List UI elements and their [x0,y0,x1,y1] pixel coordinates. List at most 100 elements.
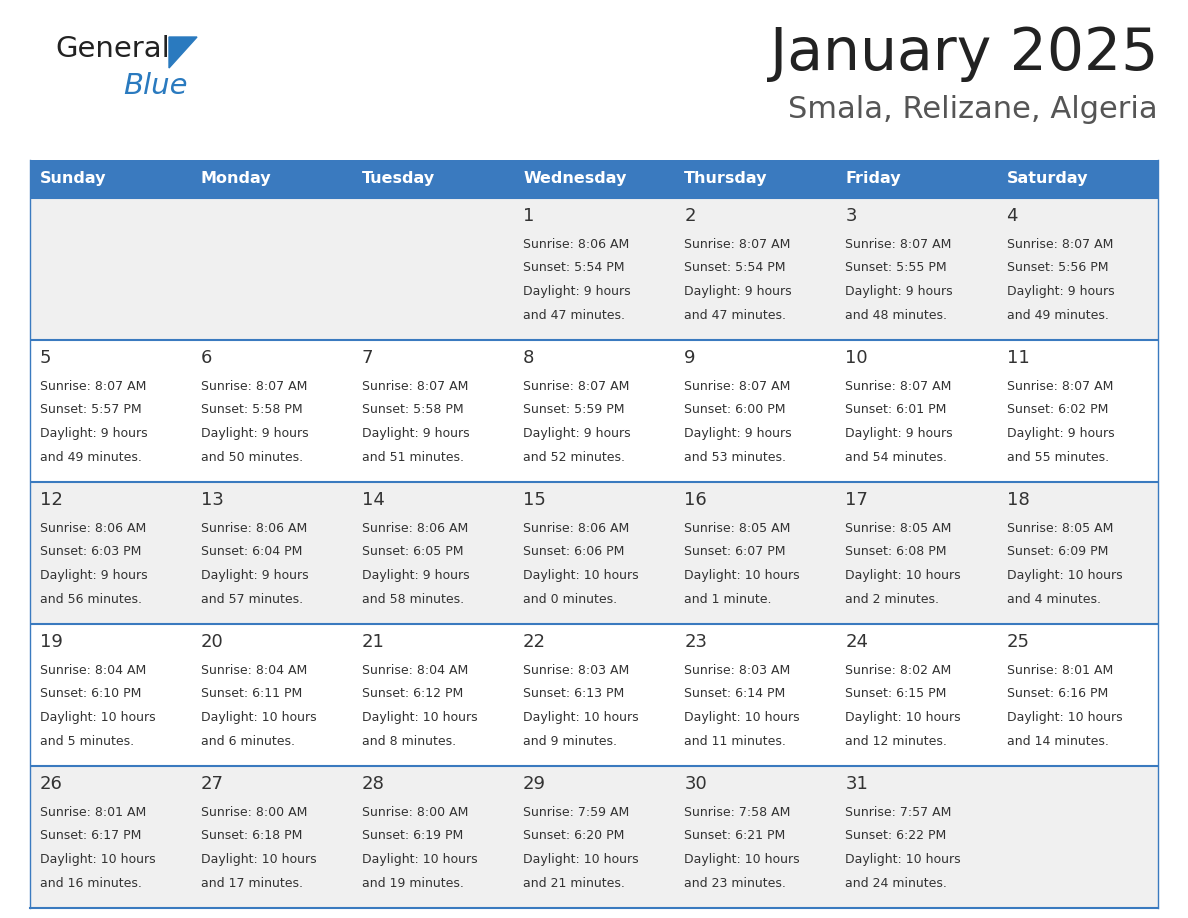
Text: Sunrise: 8:06 AM: Sunrise: 8:06 AM [362,521,468,535]
Text: Sunset: 6:10 PM: Sunset: 6:10 PM [39,688,141,700]
Text: 17: 17 [846,490,868,509]
Text: 29: 29 [523,775,546,792]
Text: and 5 minutes.: and 5 minutes. [39,735,134,748]
Text: 14: 14 [362,490,385,509]
Text: Sunset: 6:15 PM: Sunset: 6:15 PM [846,688,947,700]
Text: and 16 minutes.: and 16 minutes. [39,877,141,890]
Text: Sunset: 6:21 PM: Sunset: 6:21 PM [684,830,785,843]
Text: and 4 minutes.: and 4 minutes. [1006,593,1100,606]
Text: 12: 12 [39,490,63,509]
Text: and 49 minutes.: and 49 minutes. [1006,308,1108,322]
Text: Friday: Friday [846,172,901,186]
Text: Sunset: 5:59 PM: Sunset: 5:59 PM [523,404,625,417]
Text: Sunrise: 8:00 AM: Sunrise: 8:00 AM [362,806,468,819]
Text: and 49 minutes.: and 49 minutes. [39,451,141,464]
Text: and 23 minutes.: and 23 minutes. [684,877,786,890]
Polygon shape [169,37,197,68]
Text: Saturday: Saturday [1006,172,1088,186]
Text: and 8 minutes.: and 8 minutes. [362,735,456,748]
Text: Daylight: 9 hours: Daylight: 9 hours [1006,285,1114,298]
Text: Sunrise: 8:04 AM: Sunrise: 8:04 AM [201,664,307,677]
Text: Sunrise: 8:07 AM: Sunrise: 8:07 AM [1006,238,1113,251]
Text: Sunset: 6:12 PM: Sunset: 6:12 PM [362,688,463,700]
Text: 18: 18 [1006,490,1029,509]
Text: 5: 5 [39,349,51,366]
Text: and 51 minutes.: and 51 minutes. [362,451,465,464]
Text: Daylight: 10 hours: Daylight: 10 hours [201,711,316,724]
Text: and 12 minutes.: and 12 minutes. [846,735,947,748]
Text: Sunrise: 8:01 AM: Sunrise: 8:01 AM [1006,664,1113,677]
Text: 27: 27 [201,775,223,792]
Text: Sunset: 6:17 PM: Sunset: 6:17 PM [39,830,141,843]
Text: and 14 minutes.: and 14 minutes. [1006,735,1108,748]
Text: Sunset: 6:00 PM: Sunset: 6:00 PM [684,404,785,417]
Text: Sunrise: 8:04 AM: Sunrise: 8:04 AM [362,664,468,677]
Text: Daylight: 10 hours: Daylight: 10 hours [201,853,316,867]
Text: 7: 7 [362,349,373,366]
Text: Sunset: 6:08 PM: Sunset: 6:08 PM [846,545,947,558]
Text: Sunset: 5:55 PM: Sunset: 5:55 PM [846,262,947,274]
Text: and 53 minutes.: and 53 minutes. [684,451,786,464]
Text: and 9 minutes.: and 9 minutes. [523,735,617,748]
Text: Sunrise: 8:00 AM: Sunrise: 8:00 AM [201,806,308,819]
Text: Daylight: 9 hours: Daylight: 9 hours [362,569,469,582]
Text: Daylight: 9 hours: Daylight: 9 hours [846,427,953,441]
Text: 21: 21 [362,633,385,651]
Text: 24: 24 [846,633,868,651]
Text: Daylight: 10 hours: Daylight: 10 hours [362,711,478,724]
Text: Sunset: 6:03 PM: Sunset: 6:03 PM [39,545,141,558]
Text: Daylight: 9 hours: Daylight: 9 hours [201,427,309,441]
Text: Monday: Monday [201,172,271,186]
Text: Sunset: 5:54 PM: Sunset: 5:54 PM [523,262,625,274]
Text: Sunset: 6:14 PM: Sunset: 6:14 PM [684,688,785,700]
Text: and 11 minutes.: and 11 minutes. [684,735,786,748]
Text: Sunset: 6:05 PM: Sunset: 6:05 PM [362,545,463,558]
Text: Sunrise: 8:04 AM: Sunrise: 8:04 AM [39,664,146,677]
Bar [997,160,1158,198]
Text: 3: 3 [846,207,857,225]
Text: Sunrise: 8:06 AM: Sunrise: 8:06 AM [201,521,307,535]
Text: Sunrise: 8:03 AM: Sunrise: 8:03 AM [684,664,790,677]
Text: 6: 6 [201,349,213,366]
Text: Daylight: 10 hours: Daylight: 10 hours [362,853,478,867]
Text: Daylight: 10 hours: Daylight: 10 hours [523,569,639,582]
Text: 26: 26 [39,775,63,792]
Text: and 47 minutes.: and 47 minutes. [523,308,625,322]
Text: Sunrise: 8:06 AM: Sunrise: 8:06 AM [523,238,630,251]
Text: Sunset: 6:22 PM: Sunset: 6:22 PM [846,830,947,843]
Text: Daylight: 10 hours: Daylight: 10 hours [1006,569,1123,582]
Text: 22: 22 [523,633,546,651]
Text: and 1 minute.: and 1 minute. [684,593,772,606]
Bar [30,482,1158,624]
Text: and 6 minutes.: and 6 minutes. [201,735,295,748]
Text: Sunrise: 8:07 AM: Sunrise: 8:07 AM [846,380,952,393]
Bar [353,160,513,198]
Text: Sunset: 6:20 PM: Sunset: 6:20 PM [523,830,625,843]
Text: and 57 minutes.: and 57 minutes. [201,593,303,606]
Bar [30,160,191,198]
Text: and 52 minutes.: and 52 minutes. [523,451,625,464]
Bar [30,340,1158,482]
Text: Sunday: Sunday [39,172,106,186]
Text: Sunset: 6:19 PM: Sunset: 6:19 PM [362,830,463,843]
Text: Daylight: 9 hours: Daylight: 9 hours [39,569,147,582]
Text: Sunrise: 8:07 AM: Sunrise: 8:07 AM [39,380,146,393]
Text: Daylight: 9 hours: Daylight: 9 hours [523,285,631,298]
Text: Sunrise: 8:03 AM: Sunrise: 8:03 AM [523,664,630,677]
Text: January 2025: January 2025 [770,25,1158,82]
Text: Sunrise: 7:58 AM: Sunrise: 7:58 AM [684,806,791,819]
Text: 28: 28 [362,775,385,792]
Text: 15: 15 [523,490,546,509]
Text: Sunrise: 8:07 AM: Sunrise: 8:07 AM [201,380,308,393]
Text: Sunset: 5:58 PM: Sunset: 5:58 PM [362,404,463,417]
Text: Sunrise: 7:57 AM: Sunrise: 7:57 AM [846,806,952,819]
Text: Daylight: 9 hours: Daylight: 9 hours [684,285,792,298]
Text: Sunset: 6:09 PM: Sunset: 6:09 PM [1006,545,1108,558]
Text: 31: 31 [846,775,868,792]
Text: Thursday: Thursday [684,172,767,186]
Text: Sunset: 6:13 PM: Sunset: 6:13 PM [523,688,625,700]
Text: and 47 minutes.: and 47 minutes. [684,308,786,322]
Text: Daylight: 9 hours: Daylight: 9 hours [201,569,309,582]
Text: Daylight: 9 hours: Daylight: 9 hours [846,285,953,298]
Text: Sunrise: 8:07 AM: Sunrise: 8:07 AM [1006,380,1113,393]
